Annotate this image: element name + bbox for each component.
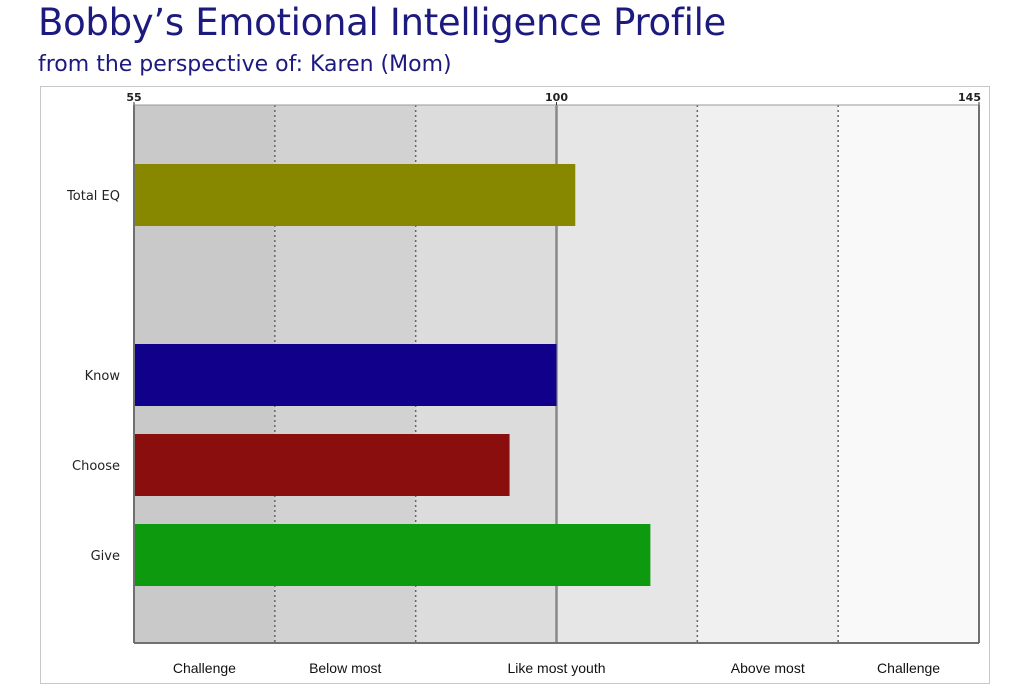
category-label-choose: Choose — [72, 459, 120, 474]
tick-label-100: 100 — [545, 91, 568, 104]
category-label-know: Know — [85, 369, 121, 384]
bar-total-eq — [135, 164, 576, 226]
band-background — [697, 105, 839, 643]
tick-label-145: 145 — [958, 91, 981, 104]
bar-give — [135, 524, 651, 586]
bar-choose — [135, 434, 510, 496]
band-background — [838, 105, 979, 643]
category-label-give: Give — [91, 549, 120, 564]
band-label: Like most youth — [507, 660, 605, 676]
band-label: Challenge — [173, 660, 236, 676]
chart-subtitle: from the perspective of: Karen (Mom) — [38, 52, 452, 77]
band-label: Above most — [731, 660, 805, 676]
chart-frame: 55 100 145 Total EQ Know Choose Give Challenge B… — [40, 86, 990, 684]
band-label: Challenge — [877, 660, 940, 676]
chart-svg: 55 100 145 Total EQ Know Choose Give Challenge B… — [66, 91, 981, 676]
band-label: Below most — [309, 660, 381, 676]
tick-label-55: 55 — [126, 91, 141, 104]
category-label-total-eq: Total EQ — [66, 189, 120, 204]
chart-title: Bobby’s Emotional Intelligence Profile — [38, 1, 727, 44]
bar-know — [135, 344, 557, 406]
